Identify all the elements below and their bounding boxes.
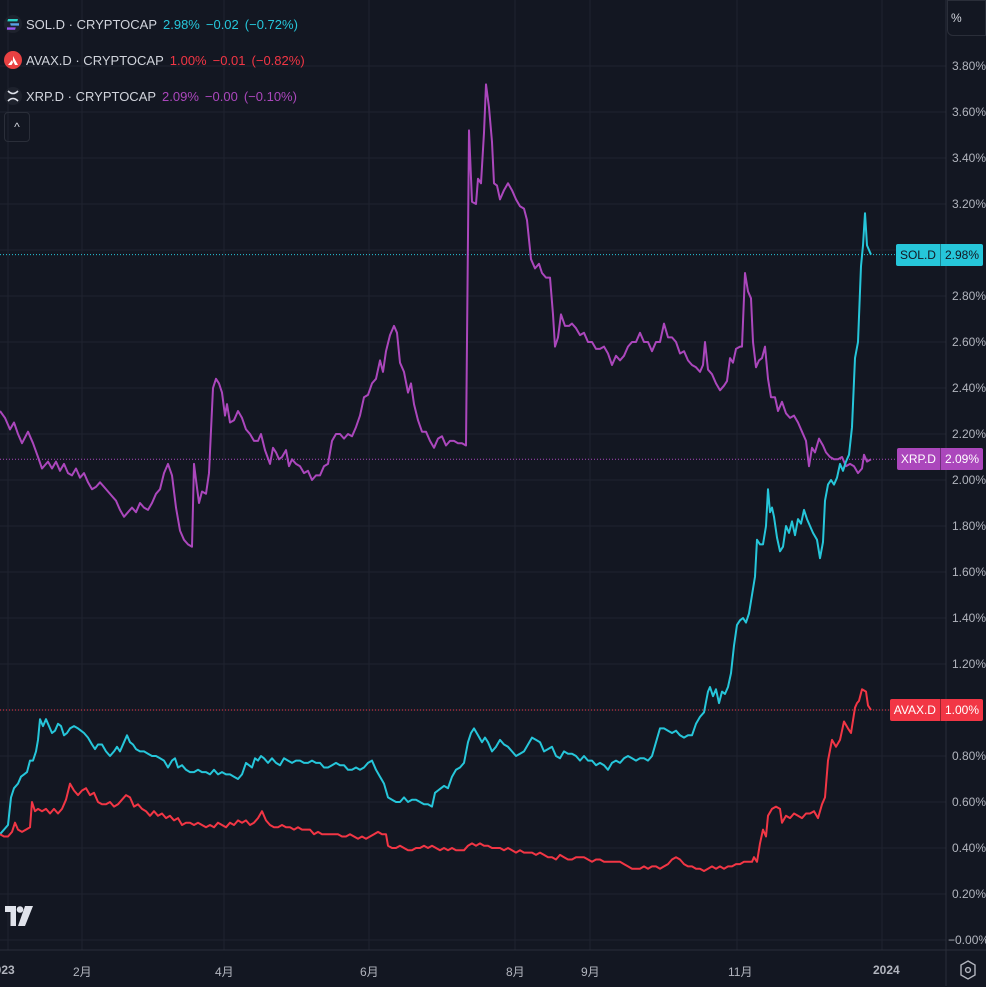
legend-change: −0.01 xyxy=(212,52,246,68)
time-tick-label: 2024 xyxy=(873,963,900,977)
legend-change-pct: (−0.72%) xyxy=(244,16,298,32)
legend-row-xrp[interactable]: XRP.D · CRYPTOCAP 2.09% −0.00 (−0.10%) xyxy=(4,78,311,114)
tradingview-logo-icon xyxy=(5,906,33,926)
avalanche-icon xyxy=(4,51,22,69)
horizontal-gridlines xyxy=(0,65,946,941)
time-tick-label: 9月 xyxy=(581,965,600,979)
price-tag-value: 2.09% xyxy=(944,452,979,467)
price-tag-divider xyxy=(939,243,941,266)
chevron-up-icon: ^ xyxy=(14,120,20,134)
price-tick-label: 2.40% xyxy=(952,381,986,395)
price-tag-divider xyxy=(939,448,941,471)
series-line-avax-d[interactable] xyxy=(0,688,872,872)
price-axis-unit[interactable]: % xyxy=(947,0,986,36)
price-tick-label: 0.40% xyxy=(952,841,986,855)
price-tick-label: 3.60% xyxy=(952,105,986,119)
time-tick-label: 11月 xyxy=(728,965,753,979)
series-line-sol-d[interactable] xyxy=(0,212,872,835)
chart-settings-button[interactable] xyxy=(958,958,978,982)
tradingview-logo[interactable] xyxy=(5,906,33,931)
price-tag-symbol: AVAX.D xyxy=(893,703,936,717)
collapse-legend-button[interactable]: ^ xyxy=(4,112,30,142)
price-tag-value: 1.00% xyxy=(944,703,979,717)
time-tick-label: 6月 xyxy=(360,965,379,979)
time-tick-label: 2月 xyxy=(73,965,92,979)
price-tick-label: 2.20% xyxy=(952,427,986,441)
vertical-gridlines xyxy=(7,0,883,950)
xrp-icon xyxy=(4,87,22,105)
legend-row-sol[interactable]: SOL.D · CRYPTOCAP 2.98% −0.02 (−0.72%) xyxy=(4,6,311,42)
legend-change: −0.00 xyxy=(204,88,238,104)
legend-symbol: AVAX.D · CRYPTOCAP xyxy=(26,52,164,68)
legend: SOL.D · CRYPTOCAP 2.98% −0.02 (−0.72%) A… xyxy=(4,6,311,114)
legend-symbol: XRP.D · CRYPTOCAP xyxy=(26,88,157,104)
legend-change-pct: (−0.10%) xyxy=(243,88,297,104)
time-tick-label: 2023 xyxy=(0,963,15,977)
series-lines xyxy=(0,83,872,872)
price-tick-label: 0.80% xyxy=(952,749,986,763)
price-tick-label: 1.80% xyxy=(952,519,986,533)
legend-symbol: SOL.D · CRYPTOCAP xyxy=(26,16,157,32)
legend-change: −0.02 xyxy=(205,16,239,32)
settings-gear-icon xyxy=(960,960,976,980)
unit-label: % xyxy=(951,11,962,25)
price-tick-label: 2.60% xyxy=(952,335,986,349)
price-tick-label: 1.40% xyxy=(952,611,986,625)
series-line-xrp-d[interactable] xyxy=(0,83,872,548)
price-tag-value: 2.98% xyxy=(944,247,979,262)
price-tick-label: −0.00% xyxy=(948,933,986,947)
price-tick-label: 3.20% xyxy=(952,197,986,211)
price-tag-sol-d: SOL.D 2.98% xyxy=(895,243,983,266)
price-tick-label: 1.20% xyxy=(952,657,986,671)
legend-value: 2.98% xyxy=(163,16,200,32)
time-tick-label: 8月 xyxy=(506,965,525,979)
price-tag-divider xyxy=(939,699,941,721)
time-tick-label: 4月 xyxy=(215,965,234,979)
price-tick-label: 2.80% xyxy=(952,289,986,303)
price-tick-label: 1.60% xyxy=(952,565,986,579)
price-tick-label: 0.60% xyxy=(952,795,986,809)
price-tick-label: 3.40% xyxy=(952,151,986,165)
legend-change-pct: (−0.82%) xyxy=(251,52,305,68)
last-value-lines xyxy=(0,254,946,711)
solana-icon xyxy=(4,15,22,33)
price-tag-avax-d: AVAX.D 1.00% xyxy=(889,699,983,721)
legend-value: 1.00% xyxy=(169,52,207,68)
price-tick-label: 0.20% xyxy=(952,887,986,901)
price-tick-label: 2.00% xyxy=(952,473,986,487)
price-tag-xrp-d: XRP.D 2.09% xyxy=(896,448,983,471)
legend-value: 2.09% xyxy=(162,88,199,104)
price-tag-symbol: XRP.D xyxy=(900,452,936,467)
price-tag-symbol: SOL.D xyxy=(899,247,936,262)
legend-row-avax[interactable]: AVAX.D · CRYPTOCAP 1.00% −0.01 (−0.82%) xyxy=(4,42,311,78)
price-tick-label: 3.80% xyxy=(952,59,986,73)
